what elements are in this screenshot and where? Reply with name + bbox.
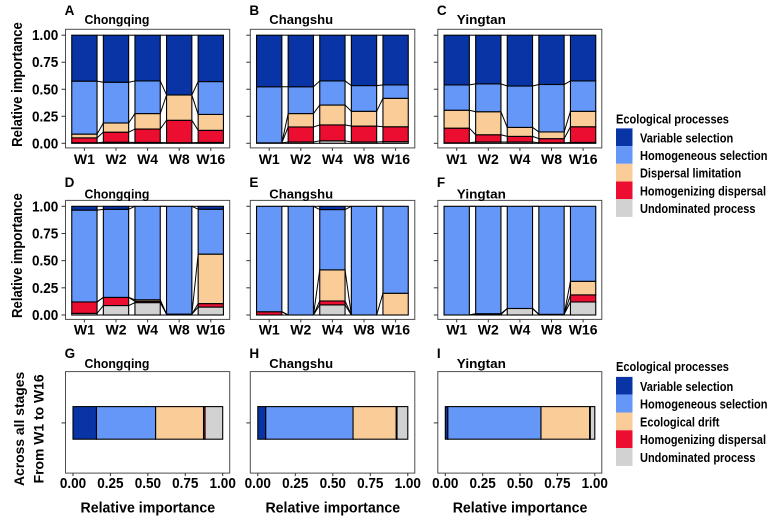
svg-text:Relative importance: Relative importance [81,501,216,517]
svg-text:0.75: 0.75 [32,55,58,71]
svg-text:0.25: 0.25 [97,476,123,492]
svg-text:W8: W8 [169,322,190,338]
svg-text:Relative importance: Relative importance [265,501,400,517]
svg-text:0.50: 0.50 [320,476,346,492]
svg-text:0.75: 0.75 [544,476,570,492]
svg-text:0.25: 0.25 [32,109,58,125]
svg-text:Ecological drift: Ecological drift [640,414,720,429]
svg-text:W1: W1 [74,151,95,167]
svg-text:I: I [437,346,441,361]
svg-text:0.75: 0.75 [357,476,383,492]
svg-text:0.00: 0.00 [32,308,58,324]
svg-text:W4: W4 [137,322,158,338]
svg-text:0.00: 0.00 [432,476,458,492]
svg-text:From W1 to W16: From W1 to W16 [31,374,47,483]
svg-text:0.00: 0.00 [60,476,86,492]
svg-text:W2: W2 [106,151,127,167]
svg-text:W8: W8 [354,322,375,338]
svg-text:Variable selection: Variable selection [640,130,733,145]
svg-text:W8: W8 [541,151,562,167]
svg-text:0.00: 0.00 [245,476,271,492]
svg-text:W4: W4 [322,151,343,167]
svg-text:W1: W1 [259,151,280,167]
svg-text:G: G [65,346,76,361]
svg-text:1.00: 1.00 [32,28,58,44]
svg-text:Relative importance: Relative importance [453,501,588,517]
svg-text:Relative importance: Relative importance [10,22,26,147]
svg-text:W2: W2 [478,151,499,167]
svg-text:Yingtan: Yingtan [457,186,506,201]
svg-text:W1: W1 [446,322,467,338]
svg-text:W4: W4 [509,151,530,167]
svg-text:0.75: 0.75 [32,226,58,242]
svg-text:Ecological processes: Ecological processes [616,111,729,126]
svg-text:Changshu: Changshu [269,12,333,27]
svg-text:Relative importance: Relative importance [10,193,26,318]
svg-text:0.25: 0.25 [32,281,58,297]
svg-text:Undominated process: Undominated process [640,450,756,465]
svg-text:Changshu: Changshu [269,356,333,371]
svg-text:Changshu: Changshu [269,186,333,201]
svg-text:F: F [437,175,445,190]
svg-text:W1: W1 [74,322,95,338]
svg-text:Chongqing: Chongqing [85,356,150,371]
svg-text:0.25: 0.25 [470,476,496,492]
svg-text:A: A [65,3,75,18]
svg-text:0.75: 0.75 [172,476,198,492]
svg-text:W2: W2 [290,322,311,338]
svg-text:W16: W16 [196,322,225,338]
svg-text:1.00: 1.00 [395,476,421,492]
svg-text:W2: W2 [106,322,127,338]
svg-text:W4: W4 [137,151,158,167]
svg-text:Chongqing: Chongqing [85,12,150,27]
svg-text:1.00: 1.00 [32,199,58,215]
svg-text:0.00: 0.00 [32,136,58,152]
svg-text:W16: W16 [569,322,598,338]
svg-text:0.25: 0.25 [282,476,308,492]
svg-text:0.50: 0.50 [135,476,161,492]
svg-text:W16: W16 [196,151,225,167]
svg-text:W16: W16 [381,151,410,167]
svg-text:W4: W4 [322,322,343,338]
svg-text:Chongqing: Chongqing [85,186,150,201]
svg-text:W4: W4 [509,322,530,338]
svg-text:W1: W1 [446,151,467,167]
svg-text:Homogenizing dispersal: Homogenizing dispersal [640,432,766,447]
svg-text:0.50: 0.50 [32,254,58,270]
svg-text:1.00: 1.00 [210,476,236,492]
svg-text:W16: W16 [569,151,598,167]
svg-text:1.00: 1.00 [582,476,608,492]
svg-text:Yingtan: Yingtan [457,356,506,371]
svg-text:E: E [249,175,258,190]
svg-text:W1: W1 [259,322,280,338]
svg-text:Across all stages: Across all stages [11,372,27,486]
svg-text:Dispersal limitation: Dispersal limitation [640,166,741,181]
svg-text:Variable selection: Variable selection [640,379,733,394]
svg-text:W2: W2 [478,322,499,338]
svg-text:Homogeneous selection: Homogeneous selection [640,397,768,412]
svg-text:W16: W16 [381,322,410,338]
svg-text:Homogeneous selection: Homogeneous selection [640,148,768,163]
svg-text:0.50: 0.50 [507,476,533,492]
svg-text:C: C [437,3,447,18]
svg-text:Undominated process: Undominated process [640,201,756,216]
svg-text:W2: W2 [290,151,311,167]
svg-text:D: D [65,175,75,190]
svg-text:W8: W8 [169,151,190,167]
svg-text:Yingtan: Yingtan [457,12,506,27]
svg-text:B: B [249,3,259,18]
svg-text:W8: W8 [354,151,375,167]
svg-text:W8: W8 [541,322,562,338]
svg-text:H: H [249,346,259,361]
svg-text:0.50: 0.50 [32,82,58,98]
svg-text:Ecological processes: Ecological processes [616,359,729,374]
svg-text:Homogenizing dispersal: Homogenizing dispersal [640,183,766,198]
